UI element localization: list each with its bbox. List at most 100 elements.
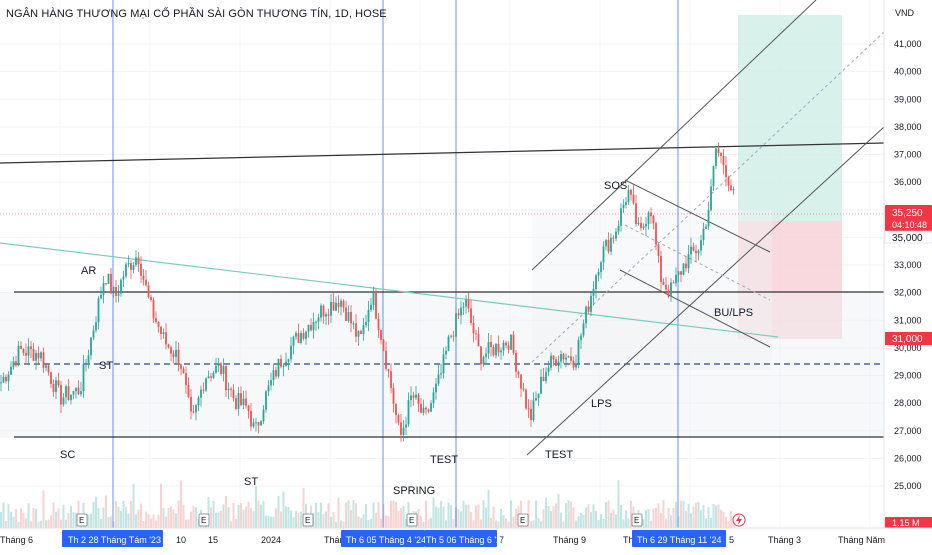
volume-bar	[400, 508, 402, 528]
volume-bar	[500, 508, 502, 528]
candle-body	[295, 332, 297, 337]
stop-price-value: 31,000	[892, 334, 923, 345]
volume-bar	[225, 495, 227, 528]
annotation-spring[interactable]: SPRING	[393, 485, 435, 497]
volume-bar	[385, 515, 387, 528]
volume-bar	[577, 516, 580, 528]
volume-bar	[427, 519, 430, 528]
candle-body	[327, 314, 330, 316]
teal-trendline[interactable]	[0, 242, 779, 338]
price-tick-label: 28,000	[894, 398, 922, 408]
candle-body	[202, 389, 205, 391]
candle-body	[450, 335, 452, 337]
candle-body	[675, 274, 677, 284]
volume-bar	[567, 500, 570, 528]
annotation-test[interactable]: TEST	[430, 454, 458, 466]
earnings-marker[interactable]	[631, 513, 643, 527]
candle-body	[397, 415, 400, 423]
volume-bar	[197, 519, 200, 528]
candle-body	[65, 386, 67, 398]
channel-lower[interactable]	[526, 126, 885, 456]
volume-bar	[435, 506, 437, 528]
candle-body	[42, 352, 45, 368]
annotation-st-2[interactable]: ST	[244, 476, 258, 488]
date-badge[interactable]	[341, 530, 425, 547]
annotation-lps[interactable]: LPS	[591, 398, 612, 410]
earnings-marker[interactable]	[406, 513, 418, 527]
date-badge[interactable]	[62, 530, 163, 547]
earnings-marker[interactable]	[198, 513, 210, 527]
volume-bar	[40, 520, 42, 528]
candle-body	[242, 398, 245, 406]
candle-body	[350, 311, 352, 324]
annotation-st[interactable]: ST	[99, 360, 113, 372]
candle-body	[500, 350, 502, 353]
annotation-sos[interactable]: SOS	[604, 180, 627, 192]
price-tick-label: 37,000	[894, 150, 922, 160]
candle-body	[30, 346, 32, 350]
volume-bar	[390, 500, 392, 528]
candle-body	[305, 331, 307, 339]
resistance-trendline-top[interactable]	[0, 142, 885, 164]
volume-bar	[675, 501, 677, 528]
volume-bar	[67, 513, 70, 528]
volume-bar	[207, 496, 210, 528]
volume-bar	[120, 510, 122, 528]
candle-body	[260, 421, 262, 426]
volume-bar	[535, 500, 537, 528]
volume-bar	[180, 480, 182, 528]
candle-body	[162, 332, 165, 334]
candle-body	[317, 317, 320, 322]
candle-body	[272, 370, 275, 381]
candle-body	[90, 337, 92, 356]
earnings-marker[interactable]	[302, 513, 314, 527]
candle-body	[432, 392, 435, 404]
candle-body	[200, 389, 202, 398]
volume-bar	[30, 521, 32, 528]
candle-body	[335, 302, 337, 311]
candle-body	[445, 350, 447, 355]
volume-bar	[482, 500, 485, 528]
volume-bar	[545, 497, 547, 528]
flag-lower[interactable]	[619, 269, 771, 348]
candle-body	[380, 330, 382, 340]
candle-body	[407, 400, 410, 425]
price-axis-bg[interactable]	[884, 0, 932, 528]
candle-body	[697, 250, 700, 254]
date-badge[interactable]	[632, 530, 726, 547]
volume-bar	[590, 512, 592, 528]
candle-body	[695, 250, 697, 254]
earnings-marker[interactable]	[76, 513, 88, 527]
volume-bar	[625, 510, 627, 528]
candle-body	[330, 301, 332, 316]
volume-bar	[62, 504, 65, 528]
annotation-test-2[interactable]: TEST	[545, 449, 573, 461]
date-badge[interactable]	[425, 530, 497, 547]
volume-bar	[490, 517, 492, 528]
volume-bar	[255, 485, 257, 528]
candle-body	[280, 358, 282, 367]
volume-bar	[700, 510, 702, 528]
candle-body	[677, 271, 680, 275]
annotation-bu-lps[interactable]: BU/LPS	[714, 307, 753, 319]
annotation-ar[interactable]: AR	[81, 265, 96, 277]
earnings-marker[interactable]	[517, 513, 529, 527]
volume-bar	[92, 501, 95, 528]
candle-body	[430, 403, 432, 412]
volume-bar	[100, 519, 102, 528]
volume-bar	[25, 518, 27, 528]
volume-bar	[405, 519, 407, 528]
volume-bar	[397, 510, 400, 528]
volume-bar	[167, 507, 170, 528]
volume-bar	[422, 521, 425, 528]
channel-upper[interactable]	[531, 0, 817, 271]
price-tick-label: 40,000	[894, 67, 922, 77]
flag-upper[interactable]	[624, 179, 771, 253]
candle-body	[630, 189, 632, 195]
candle-body	[700, 240, 702, 251]
annotation-sc[interactable]: SC	[60, 449, 75, 461]
volume-bar	[722, 511, 725, 528]
